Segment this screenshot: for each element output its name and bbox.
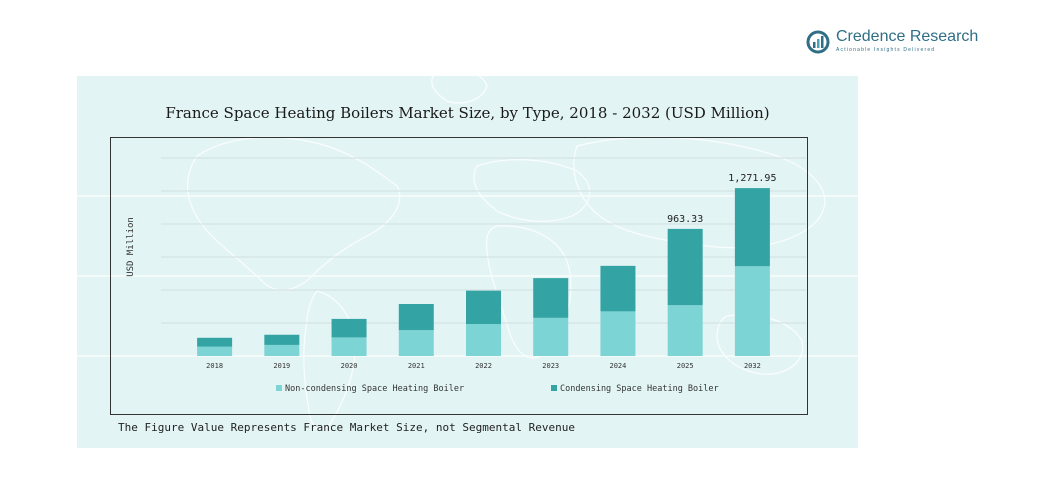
credence-logo-icon bbox=[806, 30, 830, 54]
chart-panel: France Space Heating Boilers Market Size… bbox=[77, 76, 858, 448]
x-tick-label-2020: 2020 bbox=[341, 362, 358, 370]
brand-name: Credence Research bbox=[836, 28, 979, 45]
x-tick-label-2022: 2022 bbox=[475, 362, 492, 370]
x-tick-label-2019: 2019 bbox=[273, 362, 290, 370]
bar-non-condensing-2032 bbox=[734, 266, 770, 356]
bar-condensing-2020 bbox=[331, 318, 367, 338]
bar-non-condensing-2019 bbox=[264, 344, 300, 356]
bar-condensing-2024 bbox=[600, 265, 636, 312]
bar-condensing-2032 bbox=[734, 188, 770, 267]
brand-tagline: Actionable Insights Delivered bbox=[836, 47, 936, 53]
legend-label-condensing: Condensing Space Heating Boiler bbox=[560, 384, 719, 394]
credence-research-logo: Credence Research Actionable Insights De… bbox=[806, 28, 1006, 58]
legend-swatch-condensing bbox=[551, 385, 557, 391]
bar-non-condensing-2023 bbox=[533, 317, 569, 356]
legend-swatch-non-condensing bbox=[276, 385, 282, 391]
chart-frame: USD Million 2018 2019 2020 2021 2022 2023 2024 2… bbox=[110, 137, 808, 415]
chart-title: France Space Heating Boilers Market Size… bbox=[165, 104, 770, 122]
data-label-2032: 1,271.95 bbox=[728, 173, 776, 184]
bar-non-condensing-2024 bbox=[600, 311, 636, 356]
x-tick-label-2023: 2023 bbox=[542, 362, 559, 370]
bar-condensing-2019 bbox=[264, 334, 300, 345]
x-tick-label-2021: 2021 bbox=[408, 362, 425, 370]
chart-footnote: The Figure Value Represents France Marke… bbox=[118, 421, 575, 434]
bar-non-condensing-2021 bbox=[398, 330, 434, 356]
bar-non-condensing-2025 bbox=[667, 305, 703, 356]
data-label-2025: 963.33 bbox=[667, 214, 703, 225]
bar-condensing-2025 bbox=[667, 228, 703, 306]
bar-condensing-2022 bbox=[466, 290, 501, 325]
stacked-bar-chart: USD Million 2018 2019 2020 2021 2022 2023 2024 2… bbox=[126, 157, 806, 394]
x-tick-label-2025: 2025 bbox=[677, 362, 694, 370]
bar-condensing-2023 bbox=[533, 278, 569, 318]
y-axis-label: USD Million bbox=[126, 217, 136, 277]
bar-non-condensing-2018 bbox=[197, 346, 233, 356]
legend-label-non-condensing: Non-condensing Space Heating Boiler bbox=[285, 384, 464, 394]
bar-condensing-2021 bbox=[398, 303, 434, 331]
bar-non-condensing-2022 bbox=[466, 324, 501, 356]
x-tick-label-2024: 2024 bbox=[610, 362, 627, 370]
bar-condensing-2018 bbox=[197, 337, 233, 347]
x-tick-label-2018: 2018 bbox=[206, 362, 223, 370]
bar-non-condensing-2020 bbox=[331, 337, 367, 356]
x-tick-label-2032: 2032 bbox=[744, 362, 761, 370]
